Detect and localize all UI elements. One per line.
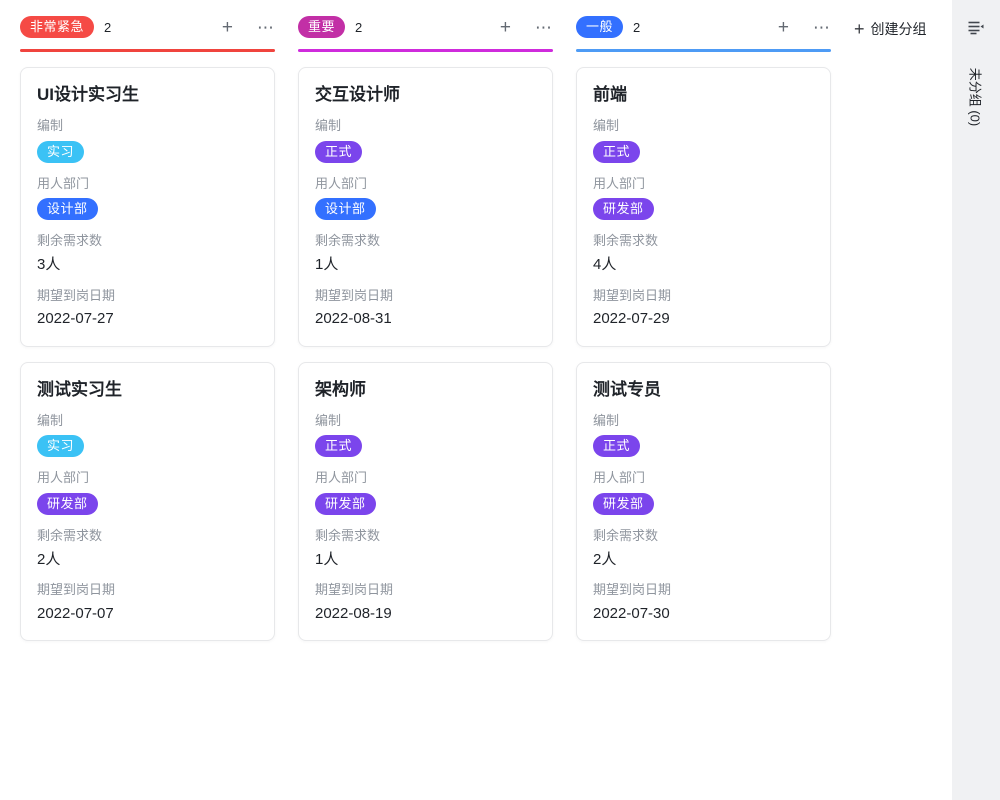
more-icon[interactable]: ⋯ bbox=[535, 17, 553, 37]
field-label-expected-date: 期望到岗日期 bbox=[37, 287, 116, 303]
department-tag: 设计部 bbox=[315, 198, 376, 221]
department-tag: 研发部 bbox=[593, 198, 654, 221]
field-label-department: 用人部门 bbox=[315, 175, 368, 191]
field-label-establishment: 编制 bbox=[37, 412, 64, 428]
group-badge[interactable]: 一般 bbox=[576, 16, 624, 38]
field-label-expected-date: 期望到岗日期 bbox=[593, 287, 672, 303]
group-count: 2 bbox=[633, 19, 641, 35]
add-card-icon[interactable]: + bbox=[221, 16, 233, 38]
field-label-establishment: 编制 bbox=[315, 412, 342, 428]
field-label-remaining: 剩余需求数 bbox=[315, 233, 381, 249]
plus-icon: + bbox=[854, 19, 865, 39]
field-label-department: 用人部门 bbox=[315, 470, 368, 486]
kanban-board: 非常紧急 2 + ⋯ UI设计实习生 编制 实习 用人部门 设计部 剩余需求数 … bbox=[20, 14, 927, 642]
expected-date-value: 2022-07-30 bbox=[593, 604, 670, 622]
collapsed-groups-icon[interactable] bbox=[968, 20, 985, 40]
group-color-underline bbox=[20, 49, 275, 52]
establishment-tag: 实习 bbox=[37, 140, 85, 163]
department-tag: 研发部 bbox=[593, 493, 654, 516]
field-label-expected-date: 期望到岗日期 bbox=[315, 287, 394, 303]
field-label-establishment: 编制 bbox=[593, 118, 620, 134]
expected-date-value: 2022-08-19 bbox=[315, 604, 392, 622]
job-title: 前端 bbox=[593, 85, 627, 104]
expected-date-value: 2022-07-07 bbox=[37, 604, 114, 622]
field-label-expected-date: 期望到岗日期 bbox=[593, 582, 672, 598]
establishment-tag: 正式 bbox=[593, 435, 641, 458]
field-label-department: 用人部门 bbox=[593, 470, 646, 486]
field-label-department: 用人部门 bbox=[593, 175, 646, 191]
remaining-value: 2人 bbox=[37, 550, 61, 568]
job-title: 交互设计师 bbox=[315, 85, 400, 104]
expected-date-value: 2022-07-27 bbox=[37, 310, 114, 328]
group-count: 2 bbox=[104, 19, 112, 35]
field-label-establishment: 编制 bbox=[593, 412, 620, 428]
remaining-value: 1人 bbox=[315, 550, 339, 568]
job-card[interactable]: 测试实习生 编制 实习 用人部门 研发部 剩余需求数 2人 期望到岗日期 202… bbox=[20, 361, 275, 642]
job-card[interactable]: 交互设计师 编制 正式 用人部门 设计部 剩余需求数 1人 期望到岗日期 202… bbox=[298, 67, 553, 347]
establishment-tag: 正式 bbox=[315, 140, 363, 163]
job-card[interactable]: 测试专员 编制 正式 用人部门 研发部 剩余需求数 2人 期望到岗日期 2022… bbox=[576, 361, 831, 642]
field-label-department: 用人部门 bbox=[37, 175, 90, 191]
field-label-department: 用人部门 bbox=[37, 470, 90, 486]
group-badge[interactable]: 重要 bbox=[298, 16, 346, 38]
field-label-expected-date: 期望到岗日期 bbox=[315, 582, 394, 598]
column-header: 重要 2 + ⋯ bbox=[298, 14, 553, 40]
remaining-value: 2人 bbox=[593, 550, 617, 568]
field-label-remaining: 剩余需求数 bbox=[37, 528, 103, 544]
field-label-establishment: 编制 bbox=[37, 118, 64, 134]
field-label-establishment: 编制 bbox=[315, 118, 342, 134]
field-label-remaining: 剩余需求数 bbox=[593, 528, 659, 544]
add-card-icon[interactable]: + bbox=[499, 16, 511, 38]
job-card[interactable]: UI设计实习生 编制 实习 用人部门 设计部 剩余需求数 3人 期望到岗日期 2… bbox=[20, 67, 275, 347]
job-title: 测试专员 bbox=[593, 379, 661, 399]
establishment-tag: 实习 bbox=[37, 435, 85, 458]
group-color-underline bbox=[576, 49, 831, 52]
create-group-button[interactable]: + 创建分组 bbox=[854, 19, 927, 39]
group-count: 2 bbox=[355, 19, 363, 35]
hidden-groups-rail[interactable]: 未分组 (0) bbox=[952, 0, 1000, 800]
expected-date-value: 2022-07-29 bbox=[593, 310, 670, 328]
remaining-value: 1人 bbox=[315, 256, 339, 274]
kanban-column-normal: 一般 2 + ⋯ 前端 编制 正式 用人部门 研发部 剩余需求数 4人 期望到岗… bbox=[576, 14, 831, 642]
department-tag: 设计部 bbox=[37, 198, 98, 221]
job-title: 测试实习生 bbox=[37, 379, 122, 399]
kanban-column-urgent: 非常紧急 2 + ⋯ UI设计实习生 编制 实习 用人部门 设计部 剩余需求数 … bbox=[20, 14, 275, 642]
field-label-remaining: 剩余需求数 bbox=[315, 528, 381, 544]
more-icon[interactable]: ⋯ bbox=[813, 17, 831, 37]
establishment-tag: 正式 bbox=[315, 435, 363, 458]
field-label-expected-date: 期望到岗日期 bbox=[37, 582, 116, 598]
establishment-tag: 正式 bbox=[593, 140, 641, 163]
add-card-icon[interactable]: + bbox=[777, 16, 789, 38]
job-card[interactable]: 前端 编制 正式 用人部门 研发部 剩余需求数 4人 期望到岗日期 2022-0… bbox=[576, 67, 831, 347]
expected-date-value: 2022-08-31 bbox=[315, 310, 392, 328]
field-label-remaining: 剩余需求数 bbox=[37, 233, 103, 249]
ungrouped-label: 未分组 (0) bbox=[967, 67, 983, 127]
job-title: 架构师 bbox=[315, 379, 366, 399]
column-header: 一般 2 + ⋯ bbox=[576, 14, 831, 40]
group-badge[interactable]: 非常紧急 bbox=[20, 16, 95, 38]
department-tag: 研发部 bbox=[37, 493, 98, 516]
group-color-underline bbox=[298, 49, 553, 52]
create-group-label: 创建分组 bbox=[870, 21, 927, 37]
column-header: 非常紧急 2 + ⋯ bbox=[20, 14, 275, 40]
field-label-remaining: 剩余需求数 bbox=[593, 233, 659, 249]
department-tag: 研发部 bbox=[315, 493, 376, 516]
job-title: UI设计实习生 bbox=[37, 85, 139, 104]
remaining-value: 3人 bbox=[37, 256, 61, 274]
kanban-column-important: 重要 2 + ⋯ 交互设计师 编制 正式 用人部门 设计部 剩余需求数 1人 期… bbox=[298, 14, 553, 642]
job-card[interactable]: 架构师 编制 正式 用人部门 研发部 剩余需求数 1人 期望到岗日期 2022-… bbox=[298, 361, 553, 642]
more-icon[interactable]: ⋯ bbox=[257, 17, 275, 37]
remaining-value: 4人 bbox=[593, 256, 617, 274]
